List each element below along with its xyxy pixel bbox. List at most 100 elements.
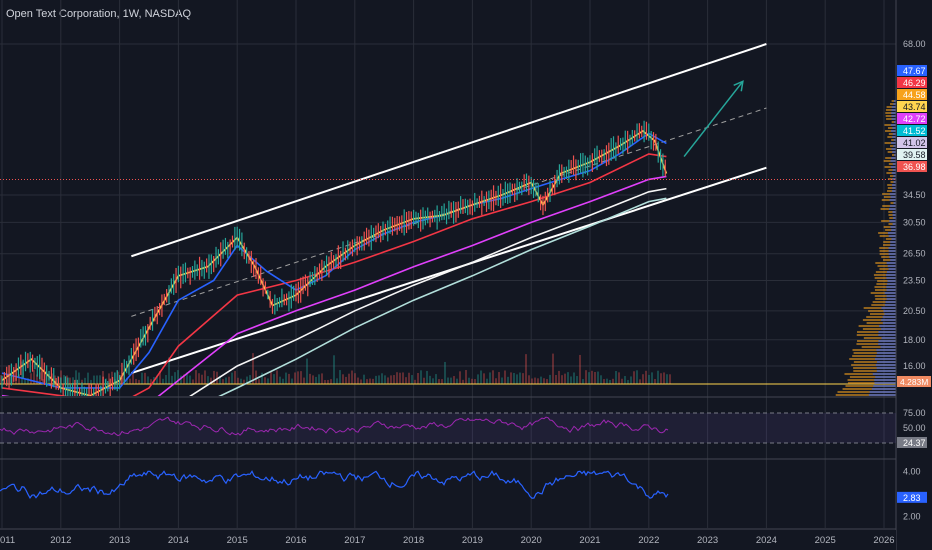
volume-profile-bar [880,346,896,348]
volume-bar [381,373,383,384]
volume-bar [9,375,11,384]
volume-bar [174,372,176,384]
volume-profile-bar [847,382,896,384]
volume-bar [402,372,404,384]
volume-bar [243,379,245,384]
volume-profile-bar [887,280,896,282]
volume-profile-bar [853,370,896,372]
volume-profile-bar [885,109,896,111]
rsi-tick-label: 50.00 [903,423,926,433]
volume-profile-bar [893,202,896,204]
volume-profile-bar [889,193,896,195]
volume-profile-bar [889,256,896,258]
volume-profile-bar [881,307,896,309]
volume-bar [303,377,305,384]
volume-bar [324,379,326,384]
volume-profile-bar [872,301,896,303]
volume-profile-bar [892,217,896,219]
volume-bar [69,377,71,384]
price-badge-label: 36.98 [903,162,926,172]
volume-profile-bar [890,244,896,246]
volume-profile-bar [892,184,896,186]
volume-bar [642,374,644,384]
volume-bar [549,374,551,384]
price-tick-label: 30.50 [903,217,926,227]
volume-bar [522,373,524,384]
price-badge-label: 47.67 [903,66,926,76]
volume-profile-bar [882,205,896,207]
volume-bar [486,378,488,384]
volume-profile-bar [885,229,896,231]
volume-bar [315,376,317,384]
volume-profile-bar [890,142,896,144]
candles [1,120,666,396]
volume-profile-bar [891,148,896,150]
volume-profile-bar [835,394,896,396]
volume-profile-bar [890,166,896,168]
volume-bar [183,374,185,384]
volume-bar [225,377,227,384]
volume-profile-bar [884,304,896,306]
volume-profile-bar [877,361,896,363]
volume-bar [192,379,194,384]
moving-average-line [1,175,667,396]
volume-profile-bar [890,103,896,105]
volume-bar [72,377,74,384]
volume-profile-bar [888,163,896,165]
volume-profile-bar [881,319,896,321]
volume-bar [510,372,512,384]
price-tick-label: 34.50 [903,190,926,200]
volume-bar [150,379,152,384]
volume-profile-bar [873,385,896,387]
volume-profile-bar [890,202,896,204]
volume-bar [255,370,257,384]
volume-profile-bar [844,373,896,375]
time-axis-label: 2014 [168,535,189,546]
volume-bar [600,375,602,384]
volume-bar [399,372,401,384]
volume-bar [18,374,20,384]
volume-bar [33,370,35,384]
volume-bar [45,371,47,384]
volume-bar [207,376,209,384]
volume-bar [66,375,68,384]
volume-bar [162,378,164,384]
volume-badge [897,376,931,387]
volume-bar [15,377,17,384]
volume-profile-bar [888,247,896,249]
time-axis-label: 2016 [285,535,306,546]
volume-profile-bar [892,136,896,138]
volume-profile-bar [889,220,896,222]
volume-profile-bar [842,388,896,390]
volume-profile-bar [888,169,896,171]
volume-bar [576,376,578,384]
volume-bar [12,373,14,384]
volume-bar [117,371,119,384]
volume-bar [327,379,329,384]
volume-profile-bar [861,346,896,348]
volume-profile-bar [884,142,896,144]
volume-profile-bar [876,370,896,372]
volume-bar [357,377,359,384]
volume-bar [525,354,527,384]
volume-profile-bar [866,316,896,318]
volume-profile-bar [849,376,896,378]
price-badge [897,161,927,172]
volume-profile-bar [879,325,896,327]
time-axis-label: 2024 [756,535,777,546]
channel-line [131,166,767,375]
volume-bar [612,378,614,384]
volume-bar [648,374,650,384]
volume-bar [393,375,395,384]
volume-bar [429,375,431,384]
volume-profile-bar [880,208,896,210]
volume-bar [132,373,134,384]
volume-bar [438,379,440,384]
volume-profile-bar [885,238,896,240]
volume-profile-bar [891,115,896,117]
volume-profile-bar [887,265,896,267]
price-tick-label: 23.50 [903,275,926,285]
volume-bar [186,372,188,384]
price-badge [897,137,927,148]
